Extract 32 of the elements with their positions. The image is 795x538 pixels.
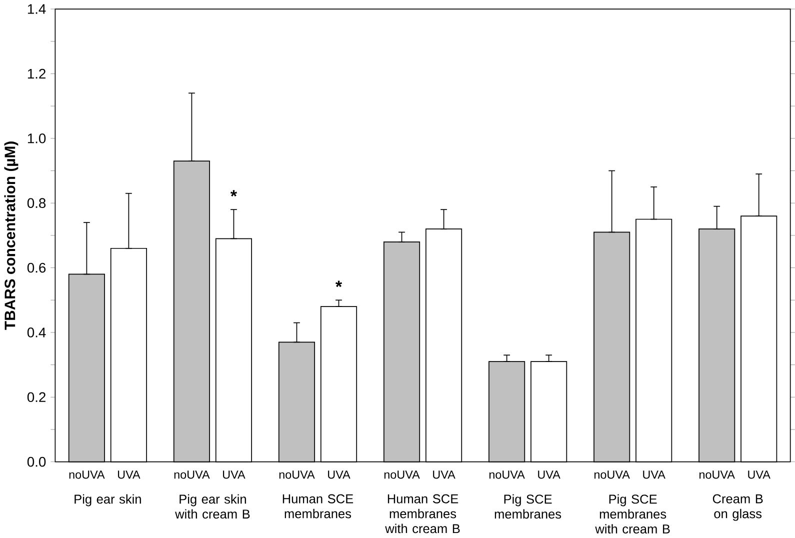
text: noUVA xyxy=(279,470,315,479)
x-tick-label: Human SCE membranes with cream B xyxy=(385,494,460,534)
x-tick-label: Human SCE membranes xyxy=(282,494,354,518)
data-label: * xyxy=(335,280,342,288)
x-tick-label: Pig SCE membranes xyxy=(494,494,562,519)
y-tick-label: 0.2 xyxy=(27,392,46,402)
y-axis-title: TBARS concentration (µM) xyxy=(4,142,18,330)
text: UVA xyxy=(328,470,350,479)
y-tick-label: 0.8 xyxy=(27,198,46,208)
y-tick-label: 0.4 xyxy=(27,328,46,338)
x-tick-label: Pig ear skin xyxy=(74,494,141,506)
text: noUVA xyxy=(174,470,210,479)
y-tick-label: 1.2 xyxy=(28,68,46,79)
text: noUVA xyxy=(384,470,420,479)
x-tick-label: Pig ear skin with cream B xyxy=(175,494,250,519)
text: UVA xyxy=(643,470,666,479)
y-tick-label: 1.4 xyxy=(28,4,46,14)
y-tick-label: 0.6 xyxy=(27,262,46,273)
y-tick-label: 0.0 xyxy=(27,457,46,467)
text: noUVA xyxy=(699,470,735,479)
text: noUVA xyxy=(489,470,525,479)
y-tick-label: 1.0 xyxy=(28,134,46,144)
data-label: * xyxy=(230,190,238,197)
text: UVA xyxy=(748,470,770,479)
text: UVA xyxy=(538,470,560,479)
text: UVA xyxy=(433,470,456,479)
x-tick-label: Pig SCE membranes with cream B xyxy=(595,494,670,534)
x-tick-label: Cream B on glass xyxy=(712,494,763,521)
series-label: UVA xyxy=(118,470,140,479)
series-label: noUVA xyxy=(69,470,105,479)
text: UVA xyxy=(223,470,246,479)
text: noUVA xyxy=(594,470,630,479)
